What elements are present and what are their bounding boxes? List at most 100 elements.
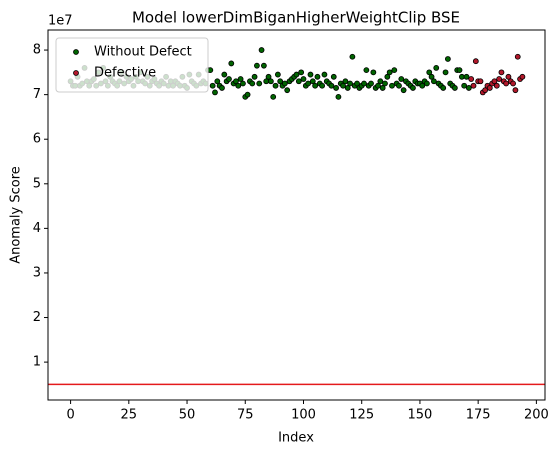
- point: [505, 73, 512, 80]
- point: [260, 62, 267, 69]
- legend-label: Without Defect: [94, 45, 192, 60]
- point: [254, 62, 260, 69]
- point: [361, 80, 367, 87]
- point: [347, 80, 353, 87]
- point: [312, 82, 319, 89]
- point: [314, 73, 321, 80]
- point: [428, 73, 435, 80]
- x-tick-label: 75: [237, 408, 254, 423]
- point: [498, 69, 505, 76]
- y-tick-label: 7: [33, 87, 41, 102]
- point: [426, 69, 433, 76]
- point: [267, 78, 274, 85]
- point: [456, 67, 463, 74]
- legend-marker: [73, 70, 79, 76]
- point: [386, 69, 393, 76]
- point: [270, 93, 277, 100]
- point: [235, 82, 242, 89]
- point: [377, 78, 384, 85]
- point: [354, 80, 360, 87]
- point: [272, 82, 279, 89]
- point: [424, 80, 430, 87]
- y-tick-label: 8: [33, 43, 41, 58]
- point: [319, 82, 326, 89]
- point: [344, 85, 351, 91]
- y-offset-label: 1e7: [48, 14, 73, 29]
- point: [307, 71, 314, 78]
- point: [251, 73, 258, 80]
- point: [237, 76, 244, 82]
- x-axis-label: Index: [278, 431, 314, 446]
- legend-box: [55, 37, 209, 93]
- point: [340, 82, 346, 89]
- point: [510, 80, 516, 87]
- x-tick-label: 200: [524, 408, 549, 423]
- point: [444, 56, 451, 62]
- y-tick-label: 3: [33, 265, 41, 280]
- point: [249, 80, 256, 87]
- point: [233, 78, 239, 85]
- point: [379, 85, 386, 91]
- point: [419, 82, 426, 89]
- point: [514, 53, 521, 60]
- point: [221, 71, 228, 78]
- point: [300, 76, 307, 82]
- point: [228, 60, 235, 67]
- point: [472, 58, 479, 65]
- point: [486, 85, 493, 91]
- point: [431, 78, 437, 85]
- point: [240, 80, 246, 87]
- point: [398, 76, 405, 82]
- point: [384, 73, 391, 80]
- point: [295, 78, 302, 85]
- point: [305, 80, 312, 87]
- point: [370, 69, 377, 76]
- point: [244, 91, 251, 98]
- point: [258, 47, 265, 53]
- x-tick-label: 50: [179, 408, 196, 423]
- point: [382, 80, 388, 87]
- point: [226, 76, 232, 82]
- x-tick-label: 100: [291, 408, 316, 423]
- point: [493, 82, 500, 89]
- x-tick-label: 150: [408, 408, 433, 423]
- point: [375, 82, 381, 89]
- x-tick-label: 125: [349, 408, 374, 423]
- legend: Without Defect Defective: [55, 37, 209, 93]
- point: [212, 89, 218, 96]
- legend-label: Defective: [94, 66, 156, 81]
- point: [342, 78, 349, 85]
- point: [477, 78, 484, 85]
- point: [209, 82, 216, 89]
- point: [284, 87, 291, 94]
- x-tick-label: 25: [121, 408, 138, 423]
- y-tick-label: 6: [33, 132, 41, 147]
- point: [519, 73, 526, 80]
- point: [433, 64, 440, 71]
- point: [512, 87, 519, 94]
- point: [298, 69, 305, 76]
- point: [256, 80, 263, 87]
- point: [389, 82, 395, 89]
- point: [482, 87, 489, 94]
- point: [309, 78, 316, 85]
- point: [214, 78, 221, 85]
- x-tick-label: 175: [466, 408, 491, 423]
- point: [328, 82, 335, 89]
- y-tick-label: 2: [33, 310, 41, 325]
- point: [503, 80, 510, 87]
- y-tick-label: 4: [33, 221, 41, 236]
- point: [321, 71, 328, 78]
- point: [470, 82, 477, 89]
- point: [368, 80, 374, 87]
- point: [207, 67, 214, 74]
- point: [458, 73, 465, 80]
- point: [440, 85, 447, 91]
- point: [274, 71, 281, 78]
- legend-marker: [73, 49, 79, 55]
- point: [396, 82, 402, 89]
- point: [293, 71, 300, 78]
- point: [410, 85, 416, 91]
- point: [277, 78, 284, 85]
